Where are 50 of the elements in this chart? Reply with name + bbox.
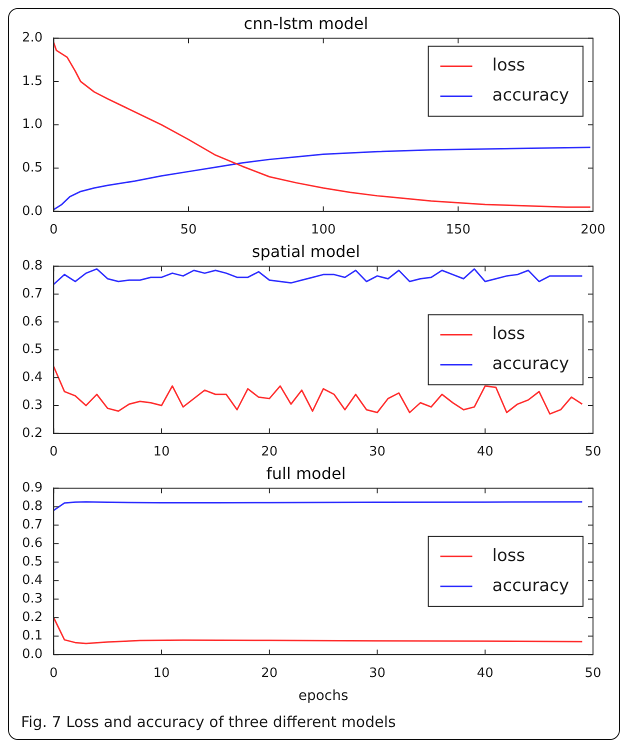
x-tick-label: 50 [584, 444, 602, 460]
x-tick-label: 40 [476, 444, 494, 460]
y-tick-label: 0.1 [22, 628, 43, 644]
caption: Fig. 7 Loss and accuracy of three different models [20, 712, 397, 733]
chart-title: cnn-lstm model [244, 14, 368, 33]
chart-title: full model [266, 464, 346, 483]
y-tick-label: 0.8 [22, 499, 43, 514]
y-tick-label: 1.0 [22, 117, 43, 132]
y-tick-label: 0.3 [22, 398, 43, 413]
x-tick-label: 150 [446, 222, 471, 238]
x-tick-label: 20 [261, 444, 278, 460]
y-tick-label: 0.2 [22, 426, 43, 441]
y-tick-label: 0.5 [22, 554, 43, 570]
y-tick-label: 2.0 [22, 30, 43, 46]
x-tick-label: 30 [368, 666, 386, 681]
x-tick-label: 30 [368, 444, 386, 460]
y-tick-label: 0.0 [22, 204, 43, 219]
legend-label: loss [492, 56, 526, 76]
legend-label: loss [492, 546, 526, 566]
legend-label: loss [492, 324, 526, 344]
x-tick-label: 40 [476, 666, 494, 681]
x-tick-label: 10 [153, 666, 170, 681]
y-tick-label: 0.7 [22, 286, 43, 302]
x-tick-label: 200 [580, 222, 606, 238]
x-tick-label: 20 [261, 666, 278, 681]
y-tick-label: 1.5 [22, 74, 43, 89]
x-tick-label: 0 [50, 444, 58, 460]
y-tick-label: 0.3 [22, 592, 43, 607]
legend-label: accuracy [492, 354, 570, 374]
y-tick-label: 0.6 [22, 314, 43, 330]
x-tick-label: 0 [50, 222, 58, 238]
x-tick-label: 50 [180, 222, 197, 238]
legend-label: accuracy [492, 86, 570, 106]
y-tick-label: 0.5 [22, 342, 43, 358]
y-tick-label: 0.9 [22, 480, 43, 496]
y-tick-label: 0.4 [22, 370, 43, 386]
legend-label: accuracy [492, 576, 570, 596]
x-tick-label: 50 [584, 666, 602, 681]
y-tick-label: 0.5 [22, 160, 43, 176]
x-axis-title: epochs [298, 688, 348, 704]
y-tick-label: 0.6 [22, 536, 43, 552]
x-tick-label: 100 [310, 222, 336, 238]
y-tick-label: 0.8 [22, 258, 43, 274]
chart-title: spatial model [252, 242, 360, 261]
y-tick-label: 0.4 [22, 573, 43, 588]
y-tick-label: 0.2 [22, 610, 43, 625]
x-tick-label: 0 [50, 666, 58, 681]
x-tick-label: 10 [153, 444, 170, 460]
y-tick-label: 0.0 [22, 646, 43, 662]
y-tick-label: 0.7 [22, 518, 43, 533]
